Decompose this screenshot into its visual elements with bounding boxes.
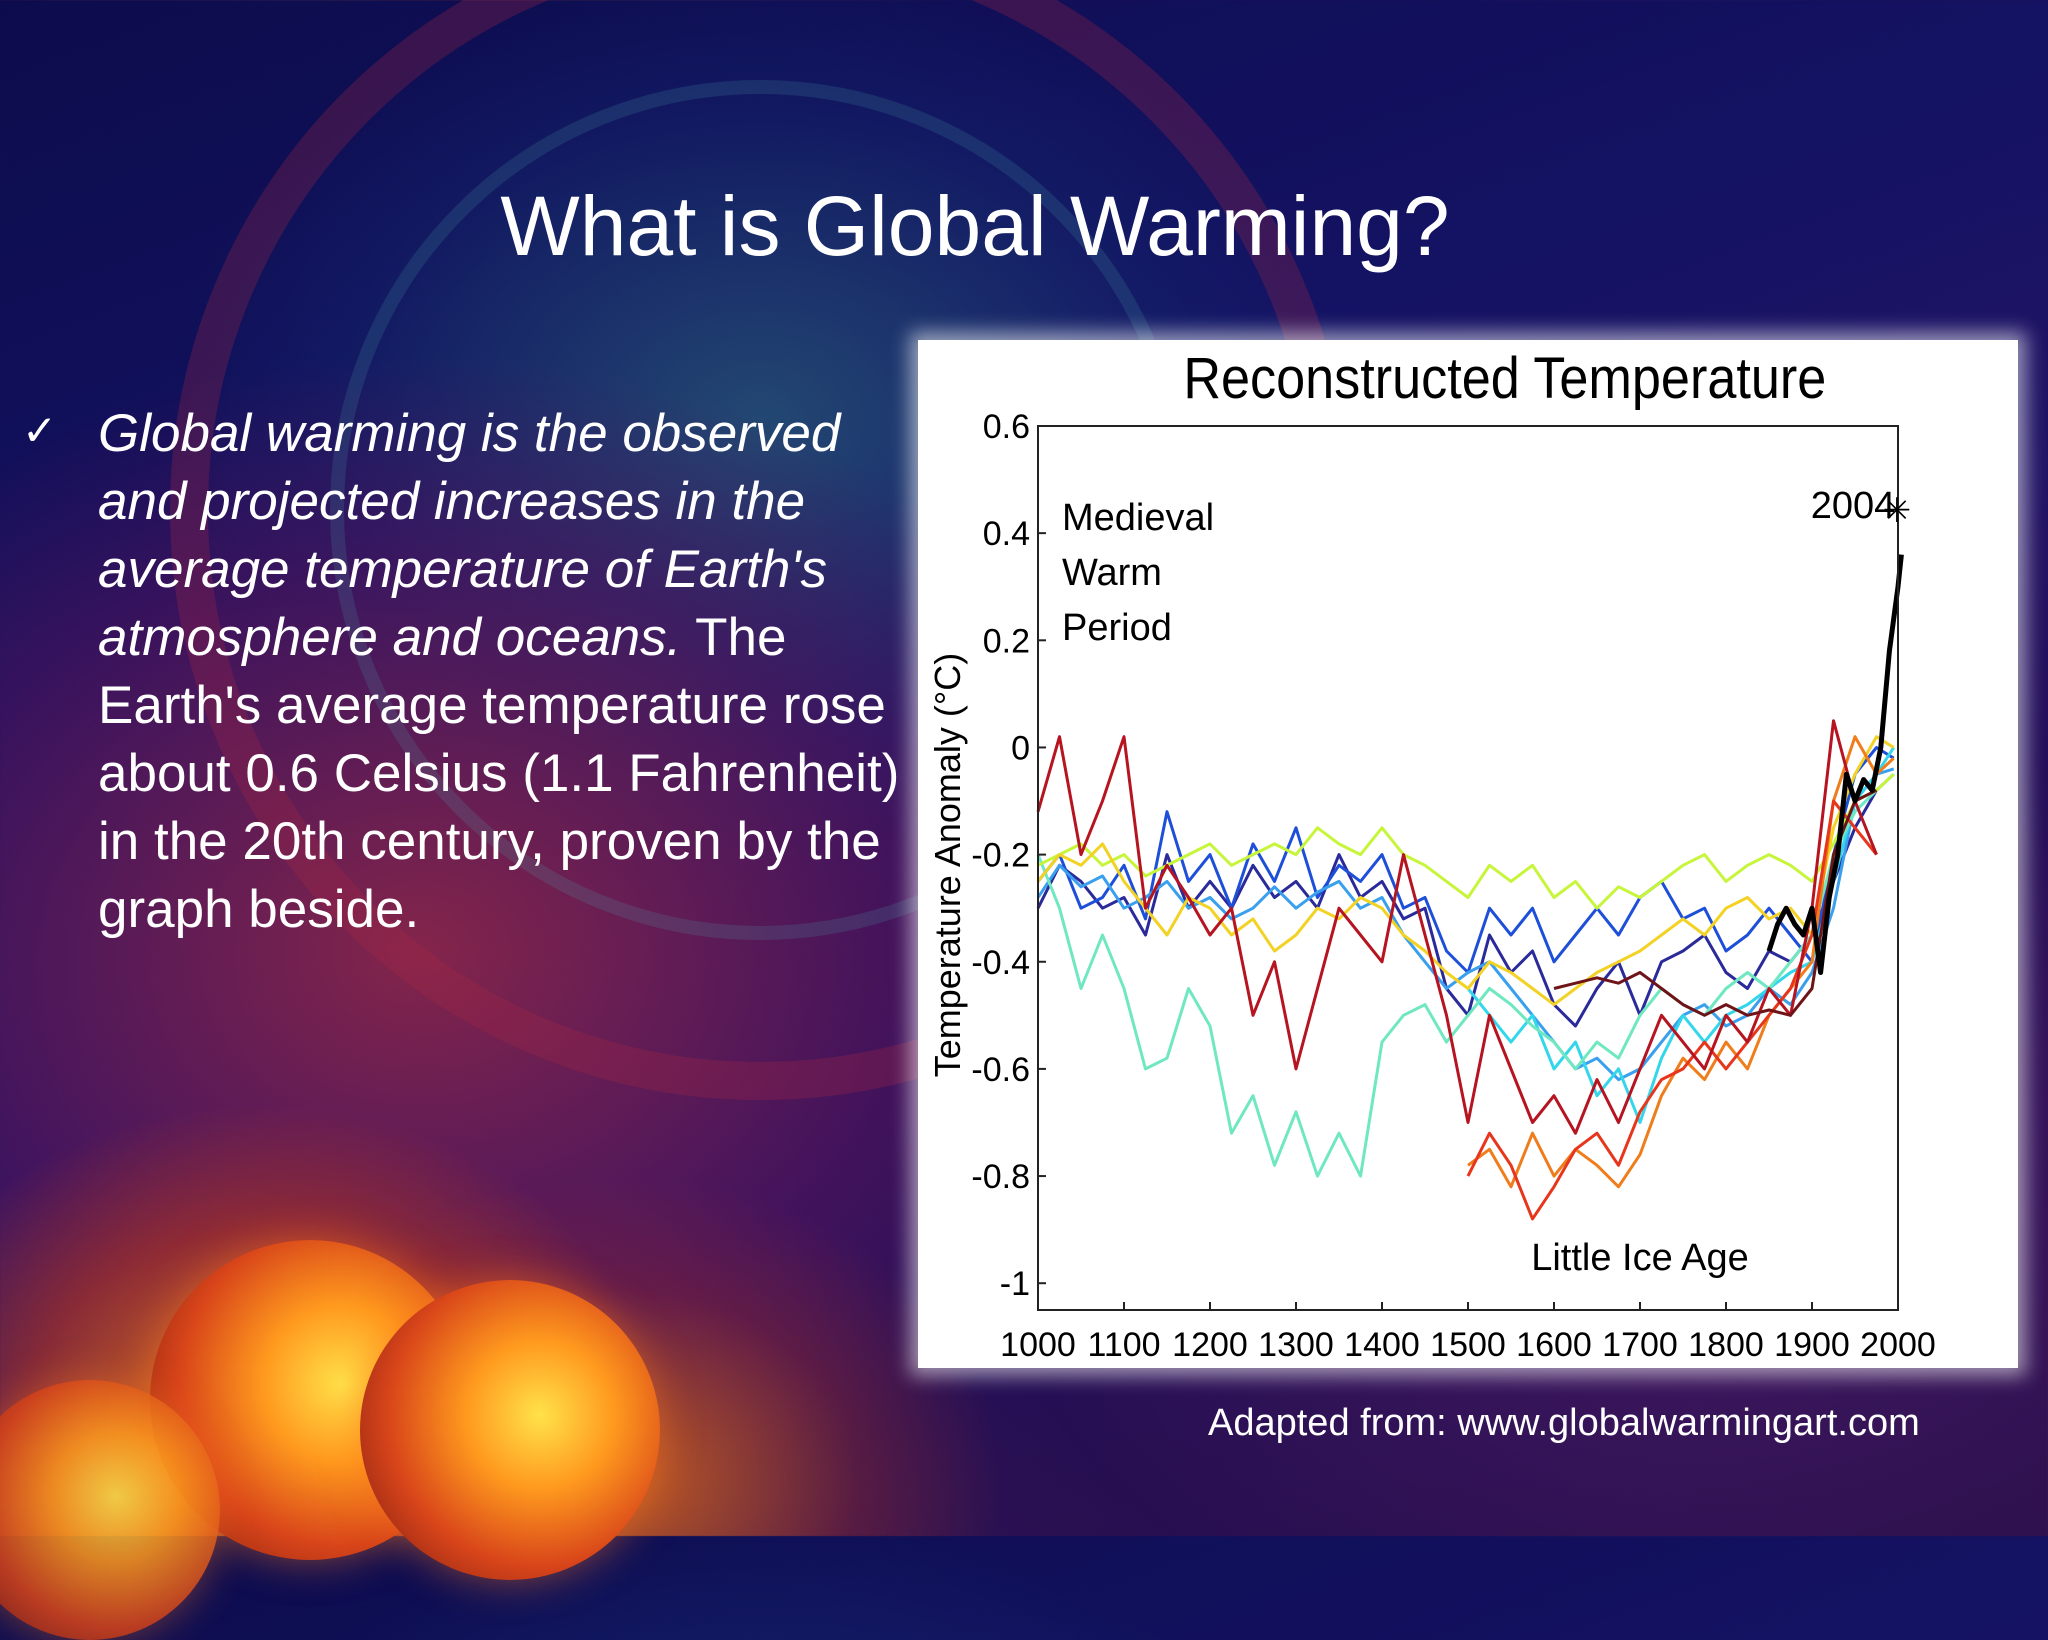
series-line-5 <box>1037 773 1895 910</box>
x-tick-label: 1100 <box>1087 1326 1160 1364</box>
annotation-medieval-line2: Warm <box>1062 552 1162 594</box>
y-tick-label: 0.2 <box>983 622 1030 660</box>
y-tick-label: 0.4 <box>983 515 1030 553</box>
series-line-6 <box>1036 735 1895 1007</box>
y-tick-label: -0.6 <box>971 1051 1030 1089</box>
explanation-text: The Earth's average temperature rose abo… <box>98 608 900 939</box>
chart-title: Reconstructed Temperature <box>1183 345 1826 410</box>
temperature-chart-panel: Reconstructed Temperature Temperature An… <box>918 340 2018 1368</box>
source-credit: Adapted from: www.globalwarmingart.com <box>1208 1402 1920 1444</box>
bullet-text: Global warming is the observed and proje… <box>98 400 938 944</box>
series-line-4 <box>1036 773 1895 1178</box>
y-tick-label: -0.8 <box>971 1158 1030 1196</box>
slide-title: What is Global Warming? <box>500 179 1450 273</box>
annotation-medieval-line3: Period <box>1062 607 1172 649</box>
check-icon: ✓ <box>22 406 58 455</box>
x-tick-label: 1400 <box>1344 1326 1420 1364</box>
annotation-2004-marker: ✳ <box>1883 491 1912 531</box>
definition-italic-text: Global warming is the observed and proje… <box>98 404 841 667</box>
y-tick-label: -1 <box>1000 1265 1030 1303</box>
series-line-8 <box>1466 799 1878 1221</box>
x-tick-label: 1900 <box>1774 1326 1850 1364</box>
x-ticks: 1000 1100 1200 1300 1400 1500 1600 1700 1800 1900… <box>1000 1302 1936 1364</box>
temperature-chart: Reconstructed Temperature Temperature An… <box>927 345 1936 1364</box>
annotation-little-ice-age: Little Ice Age <box>1531 1237 1749 1279</box>
series-line-2 <box>1036 767 1895 1082</box>
x-tick-label: 1300 <box>1258 1326 1334 1364</box>
y-tick-label: 0.6 <box>983 408 1030 446</box>
series-layer <box>1036 554 1904 1221</box>
x-tick-label: 1200 <box>1172 1326 1248 1364</box>
series-line-3 <box>1466 746 1895 1124</box>
series-line-9 <box>1036 719 1878 1135</box>
x-tick-label: 1500 <box>1430 1326 1506 1364</box>
y-tick-label: -0.2 <box>971 837 1030 875</box>
series-line-11 <box>1766 554 1904 975</box>
x-tick-label: 1800 <box>1688 1326 1764 1364</box>
decorative-globe-right <box>360 1280 660 1580</box>
y-axis-label: Temperature Anomaly (°C) <box>927 653 968 1078</box>
annotation-medieval-line1: Medieval <box>1062 497 1214 539</box>
series-line-10 <box>1553 788 1878 1017</box>
x-tick-label: 1700 <box>1602 1326 1678 1364</box>
x-tick-label: 2000 <box>1860 1326 1936 1364</box>
y-tick-label: -0.4 <box>971 944 1030 982</box>
annotation-2004-label: 2004 <box>1811 485 1896 527</box>
y-tick-label: 0 <box>1011 729 1030 767</box>
y-ticks: 0.6 0.4 0.2 0 -0.2 -0.4 -0.6 -0.8 -1 <box>971 408 1046 1303</box>
x-tick-label: 1600 <box>1516 1326 1592 1364</box>
x-tick-label: 1000 <box>1000 1326 1076 1364</box>
